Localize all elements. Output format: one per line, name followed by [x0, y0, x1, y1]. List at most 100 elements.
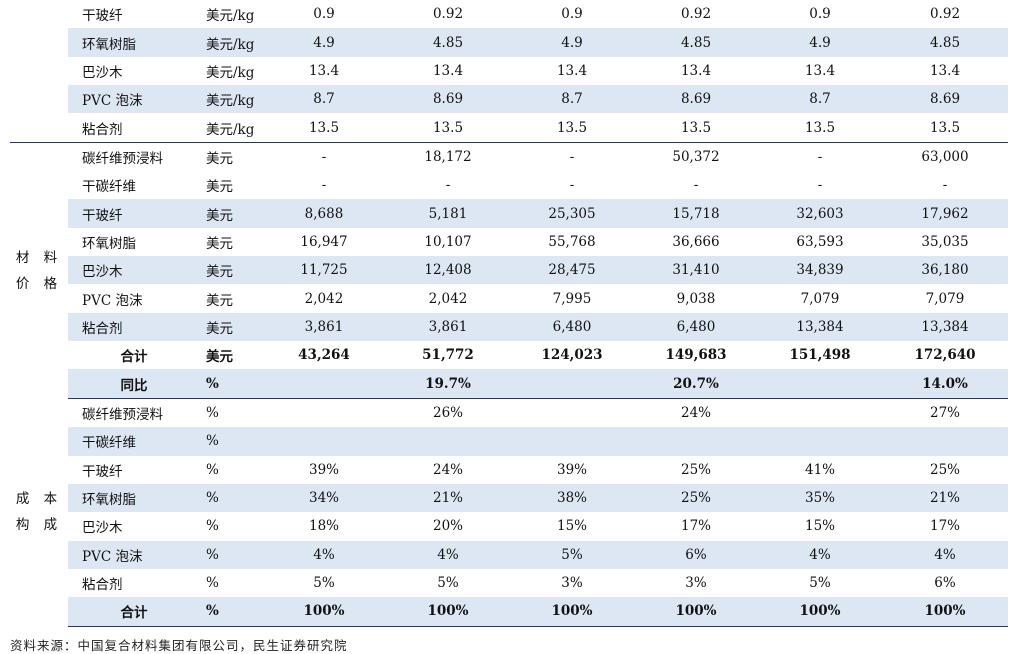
value-cell: 21%: [386, 483, 510, 513]
value-cell: 25%: [929, 461, 960, 478]
value-cell: 13.4: [680, 62, 712, 79]
value-cell: 100%: [510, 597, 634, 627]
value-cell: 151,498: [789, 347, 851, 364]
table-row: 巴沙木 % 18% 20% 15% 17% 15% 17%: [10, 512, 1008, 540]
value-cell: 12,408: [386, 256, 510, 285]
group-label-line: 价 格: [15, 275, 63, 292]
value-cell: 4.85: [634, 28, 758, 57]
material-cost-table: 干玻纤 美元/kg 0.9 0.92 0.9 0.92 0.9 0.92 环氧树…: [10, 0, 1008, 627]
value-cell: [510, 398, 634, 427]
value-cell: [882, 427, 1008, 456]
value-cell: 11,725: [262, 256, 386, 285]
value-cell: 34,839: [758, 256, 882, 285]
value-cell: 25%: [634, 483, 758, 513]
value-cell: 27%: [929, 404, 960, 421]
value-cell: 20%: [432, 518, 463, 535]
value-cell: 25%: [680, 461, 711, 478]
unit-cell: 美元: [206, 235, 233, 252]
value-cell: [386, 427, 510, 456]
row-label: 干玻纤: [82, 8, 123, 25]
value-cell: 13.5: [758, 113, 882, 143]
unit-cell: 美元/kg: [200, 28, 262, 57]
value-cell: 4.9: [758, 28, 882, 57]
unit-cell: 美元/kg: [206, 8, 255, 25]
value-cell: -: [445, 177, 451, 194]
value-cell: 36,666: [672, 233, 720, 250]
value-cell: 19.7%: [386, 369, 510, 399]
value-cell: 15%: [556, 518, 587, 535]
unit-cell: %: [206, 461, 219, 478]
row-label: 合计: [68, 597, 200, 627]
group-label-line: 构 成: [15, 517, 63, 534]
value-cell: 3,861: [386, 312, 510, 342]
value-cell: 2,042: [428, 290, 468, 307]
value-cell: [758, 427, 882, 456]
unit-cell: %: [206, 404, 219, 421]
value-cell: 16,947: [300, 233, 348, 250]
value-cell: -: [817, 177, 823, 194]
table-row: 干玻纤 % 39% 24% 39% 25% 41% 25%: [10, 456, 1008, 484]
table-row: 粘合剂 美元/kg 13.5 13.5 13.5 13.5 13.5 13.5: [10, 113, 1008, 143]
table-row: 粘合剂 % 5% 5% 3% 3% 5% 6%: [10, 569, 1008, 597]
table-row: 环氧树脂 美元 16,947 10,107 55,768 36,666 63,5…: [10, 228, 1008, 256]
value-cell: 4.85: [386, 28, 510, 57]
row-label: 碳纤维预浸料: [82, 406, 163, 423]
value-cell: 0.9: [561, 6, 583, 23]
value-cell: 63,593: [796, 233, 844, 250]
value-cell: 13,384: [758, 312, 882, 342]
value-cell: 18,172: [424, 148, 472, 165]
unit-cell: %: [200, 597, 262, 627]
value-cell: 7,079: [800, 290, 840, 307]
table-row-total: 合计 美元 43,264 51,772 124,023 149,683 151,…: [10, 341, 1008, 369]
value-cell: 4%: [882, 540, 1008, 569]
table-row: PVC 泡沫 美元 2,042 2,042 7,995 9,038 7,079 …: [10, 284, 1008, 312]
row-label: 粘合剂: [68, 312, 200, 342]
value-cell: 6,480: [634, 312, 758, 342]
row-label: 巴沙木: [82, 64, 123, 81]
value-cell: 8,688: [262, 199, 386, 228]
value-cell: 5%: [510, 540, 634, 569]
table-row: 成 本 构 成 碳纤维预浸料 % 26% 24% 27%: [10, 398, 1008, 627]
unit-cell: 美元/kg: [206, 64, 255, 81]
value-cell: 100%: [882, 597, 1008, 627]
unit-cell: %: [200, 427, 262, 456]
value-cell: 13.4: [556, 62, 588, 79]
value-cell: 8.69: [634, 85, 758, 114]
value-cell: 100%: [758, 597, 882, 627]
table-row: 干碳纤维 %: [10, 427, 1008, 456]
value-cell: 20.7%: [634, 369, 758, 399]
unit-cell: 美元/kg: [200, 113, 262, 143]
value-cell: 8.7: [262, 85, 386, 114]
value-cell: 7,079: [925, 290, 965, 307]
value-cell: 9,038: [676, 290, 716, 307]
unit-cell: 美元: [200, 199, 262, 228]
value-cell: 13.4: [804, 62, 836, 79]
unit-cell: %: [206, 575, 219, 592]
row-label: 干碳纤维: [68, 427, 200, 456]
row-label: 同比: [68, 369, 200, 399]
value-cell: 8.7: [510, 85, 634, 114]
value-cell: 26%: [432, 404, 463, 421]
value-cell: 6%: [934, 575, 956, 592]
value-cell: 34%: [262, 483, 386, 513]
value-cell: 38%: [510, 483, 634, 513]
value-cell: 4%: [386, 540, 510, 569]
value-cell: 14.0%: [882, 369, 1008, 399]
value-cell: 25,305: [510, 199, 634, 228]
value-cell: [758, 369, 882, 399]
source-note: 资料来源：中国复合材料集团有限公司，民生证券研究院: [10, 638, 348, 653]
table-row: 干碳纤维 美元 - - - - - -: [10, 171, 1008, 199]
value-cell: 4.9: [510, 28, 634, 57]
row-label: 干玻纤: [82, 463, 123, 480]
value-cell: 41%: [804, 461, 835, 478]
group-label-material-price: 材 料 价 格: [10, 142, 68, 399]
value-cell: 0.92: [432, 6, 464, 23]
row-label: 巴沙木: [82, 520, 123, 537]
table-row: PVC 泡沫 美元/kg 8.7 8.69 8.7 8.69 8.7 8.69: [10, 85, 1008, 114]
row-label: 环氧树脂: [82, 235, 136, 252]
value-cell: 17,962: [882, 199, 1008, 228]
value-cell: 7,995: [552, 290, 592, 307]
table-row: 干玻纤 美元 8,688 5,181 25,305 15,718 32,603 …: [10, 199, 1008, 228]
row-label: 粘合剂: [68, 113, 200, 143]
value-cell: 13.4: [432, 62, 464, 79]
